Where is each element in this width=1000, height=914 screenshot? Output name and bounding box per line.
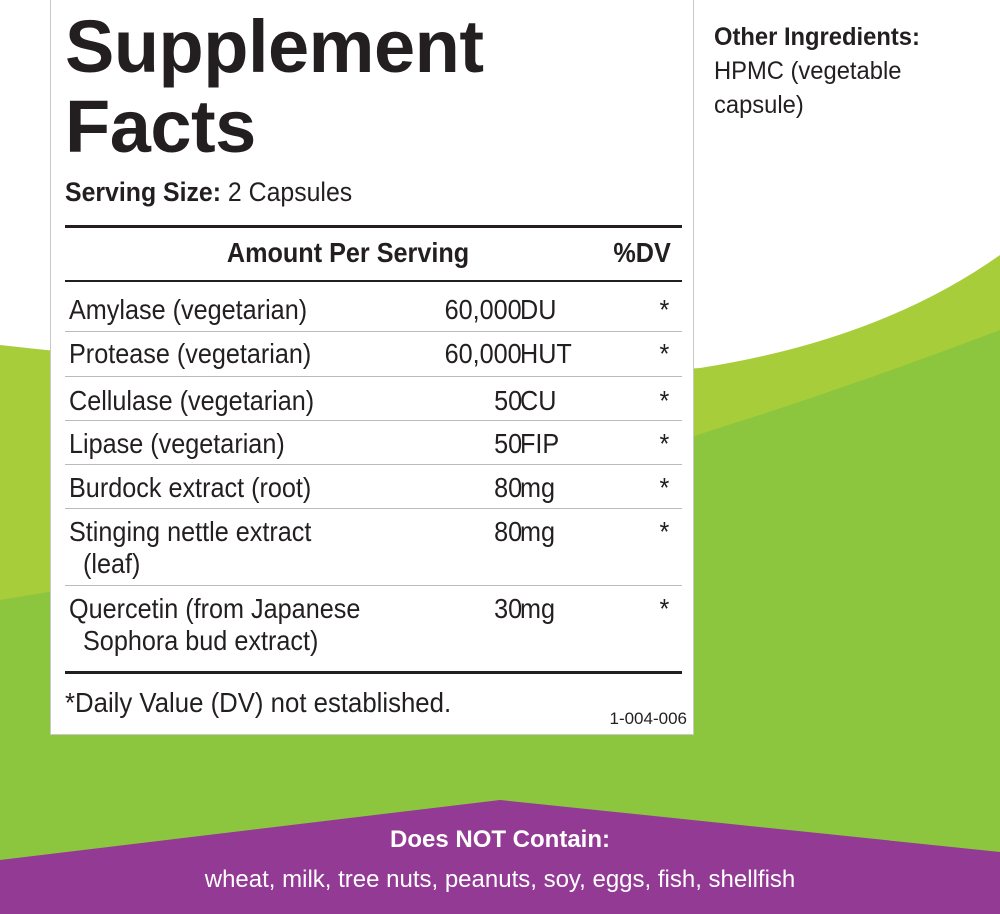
product-code: 1-004-006 bbox=[609, 709, 687, 728]
divider bbox=[65, 280, 682, 282]
footnote: *Daily Value (DV) not established. bbox=[65, 687, 452, 718]
banner-title: Does NOT Contain: bbox=[390, 826, 610, 853]
table-row: Stinging nettle extract (leaf) 80 mg * bbox=[69, 516, 670, 579]
header-amount: Amount Per Serving bbox=[226, 237, 469, 268]
supplement-facts-panel: Supplement Facts Serving Size: 2 Capsules… bbox=[50, 0, 694, 735]
purple-banner-shape bbox=[0, 800, 1000, 914]
allergen-list: wheat, milk, tree nuts, peanuts, soy, eg… bbox=[204, 866, 796, 893]
header-dv: %DV bbox=[613, 237, 671, 268]
panel-title: Supplement Facts bbox=[65, 5, 484, 168]
divider bbox=[65, 671, 682, 674]
serving-size: Serving Size: 2 Capsules bbox=[65, 177, 353, 207]
table-row: Quercetin (from Japanese Sophora bud extr… bbox=[69, 593, 670, 656]
divider bbox=[65, 225, 682, 228]
other-ingredients: Other Ingredients: HPMC (vegetable capsu… bbox=[714, 23, 920, 119]
